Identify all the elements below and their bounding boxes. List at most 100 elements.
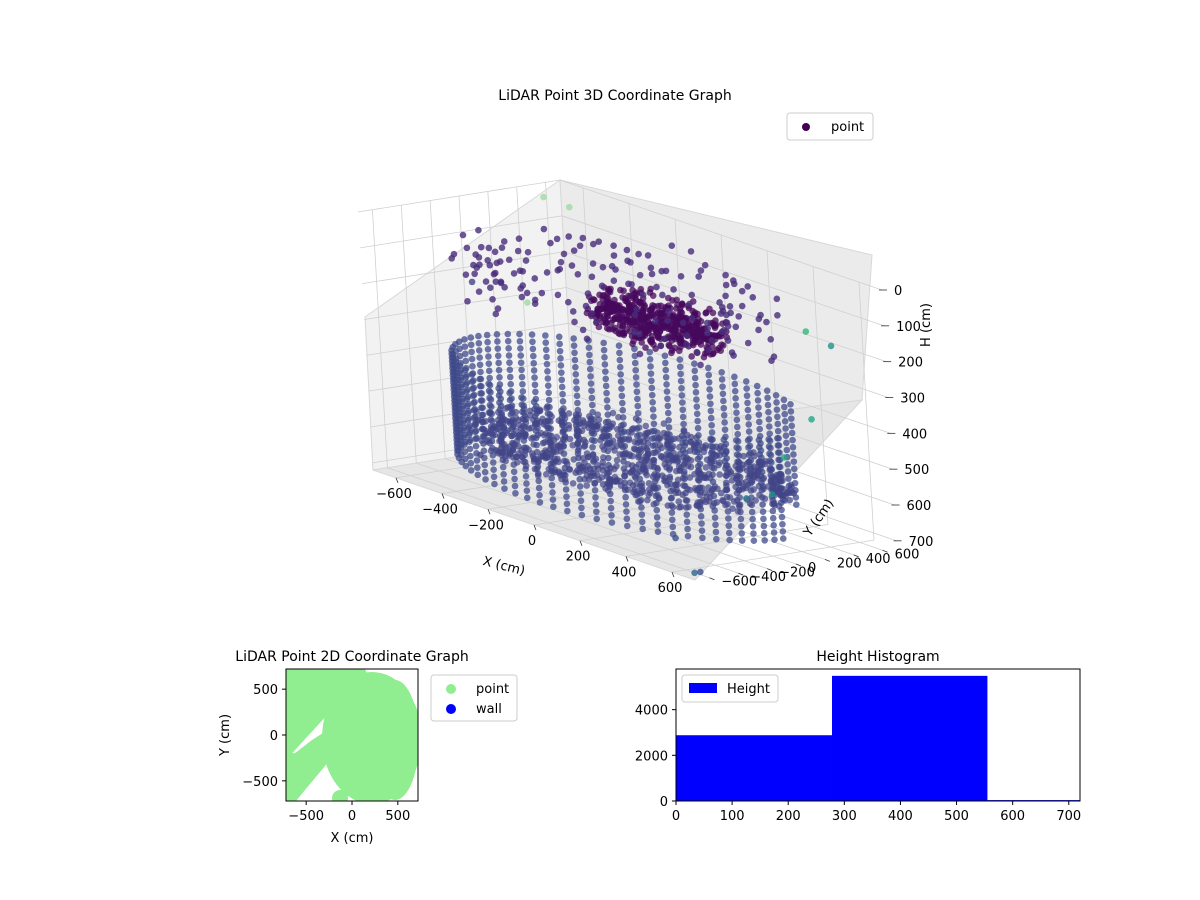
point-3d [531,381,539,389]
histogram-legend-frame [681,674,779,703]
point-3d [696,324,703,331]
point-3d [463,395,471,403]
point-3d [569,480,577,487]
point-3d [462,357,469,365]
point-3d [671,321,679,329]
legend-2d-wall-label: wall [476,702,502,717]
point-3d [679,491,687,499]
point-3d-outlier [808,416,815,423]
point-3d [732,395,739,402]
point-3d [585,424,592,431]
point-3d [508,432,515,440]
z-tick-label-3d: 0 [894,284,902,299]
point-3d [494,338,501,345]
point-3d [531,300,539,307]
point-3d [592,501,600,508]
point-3d [665,416,672,424]
point-3d [586,351,593,359]
point-3d [607,319,615,327]
point-3d [593,508,600,516]
point-3d [510,270,518,277]
point-3d [482,476,489,483]
y-tick-label-2d: −500 [242,775,278,790]
point-3d [774,311,781,319]
point-3d [600,292,608,299]
point-3d [784,468,792,475]
x-tick-label-histogram: 600 [1000,809,1025,824]
point-3d [550,447,557,454]
point-3d [587,380,595,387]
point-3d [486,374,493,382]
point-3d [693,348,701,356]
point-3d [617,286,624,294]
point-3d [548,413,555,420]
point-3d [490,423,498,430]
point-3d [645,491,652,499]
point-3d [584,462,592,470]
point-3d [571,318,578,326]
point-3d [742,478,750,486]
point-3d [620,453,628,460]
point-3d [719,383,726,390]
point-3d [599,263,607,271]
point-3d [586,365,594,373]
point-3d [472,442,480,450]
point-3d [712,528,720,536]
point-3d [492,278,500,286]
point-3d [464,297,471,305]
point-3d [559,390,566,398]
point-3d [688,353,695,360]
point-3d [595,323,603,331]
y-tick-label-histogram: 2000 [635,749,668,764]
point-3d [674,476,682,484]
point-3d [486,401,494,409]
point-3d [671,344,679,352]
point-3d [597,436,604,444]
x-axis-label-3d: X (cm) [481,554,526,579]
point-3d [787,408,795,415]
point-3d [708,436,715,444]
point-3d [594,411,602,419]
point-3d [600,454,607,461]
point-3d [669,516,676,524]
point-3d [580,436,588,444]
point-3d [788,483,795,491]
point-3d [604,411,612,418]
point-3d [603,396,611,404]
point-3d [603,423,610,431]
point-3d [678,392,686,399]
point-3d [531,275,539,282]
point-3d [631,318,639,325]
point-3d [679,474,687,482]
point-3d [601,361,609,368]
point-3d [672,481,680,488]
point-3d [467,334,475,341]
point-3d [719,390,727,398]
point-3d [649,406,657,413]
point-3d [713,499,721,506]
point-3d [589,260,597,267]
point-3d [680,420,687,428]
point-3d [650,500,658,508]
chart-2d-title: LiDAR Point 2D Coordinate Graph [235,649,468,665]
point-3d [517,345,524,352]
point-3d [588,401,596,409]
point-3d [638,504,645,511]
x-tick-label-2d: 500 [385,809,410,824]
point-3d [770,522,777,529]
point-3d [530,398,538,406]
point-3d [634,395,641,403]
point-3d [477,368,484,376]
point-3d [769,507,777,515]
point-3d [463,244,471,252]
point-3d [518,366,525,374]
point-3d [724,337,732,344]
point-3d [636,271,644,279]
x-tick-label-3d: 600 [658,581,683,596]
y-tick-label-3d: 400 [866,552,891,567]
point-3d [522,257,530,264]
point-3d-outlier [524,299,531,306]
point-3d [750,486,758,493]
point-3d [615,413,622,421]
grid-line-z [360,215,885,327]
